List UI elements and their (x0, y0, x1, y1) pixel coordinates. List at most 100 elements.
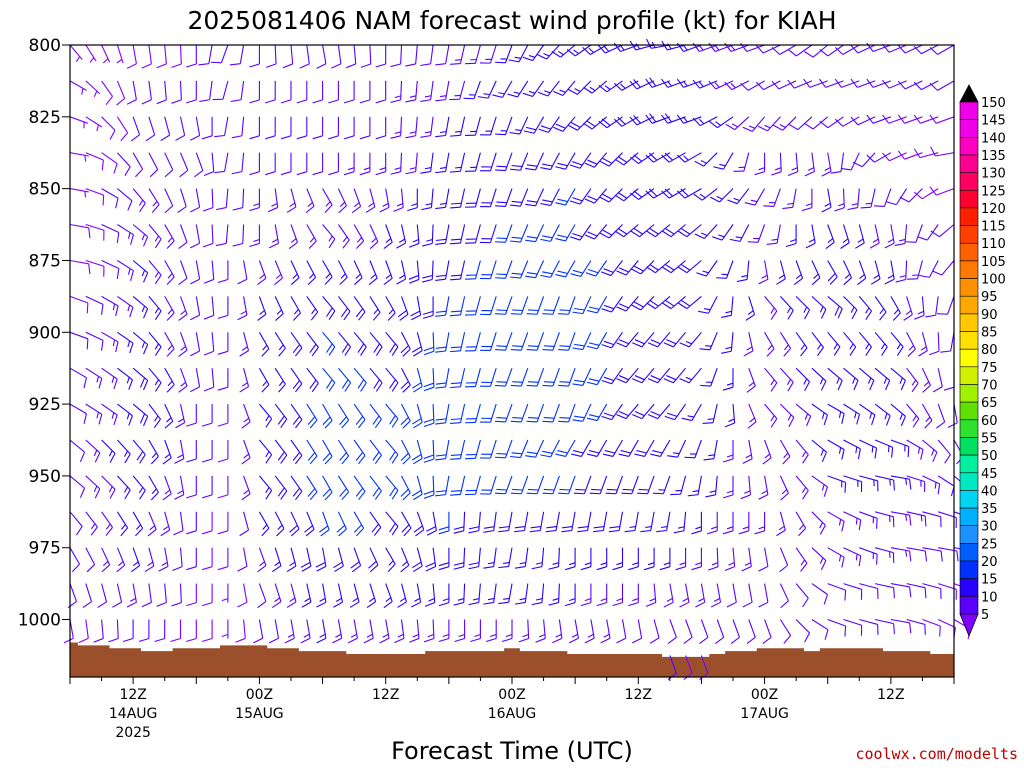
barb-full-flag (528, 381, 539, 383)
barb-full-flag (412, 489, 422, 497)
barb-shaft (653, 152, 671, 163)
wind-barb (779, 296, 794, 320)
barb-full-flag (823, 594, 828, 605)
barb-shaft (811, 331, 824, 348)
barb-shaft (922, 511, 941, 518)
barb-full-flag (821, 206, 832, 213)
wind-barb (937, 475, 955, 497)
barb-full-flag (876, 554, 878, 565)
barb-full-flag (940, 588, 942, 599)
barb-shaft (116, 547, 126, 566)
wind-barb (827, 367, 843, 391)
barb-shaft (937, 475, 955, 487)
barb-half-flag (934, 482, 937, 489)
barb-shaft (508, 511, 513, 531)
barb-shaft (225, 224, 229, 244)
wind-barb (586, 296, 608, 314)
wind-barb (194, 152, 204, 178)
barb-half-flag (111, 376, 115, 384)
barb-full-flag (166, 348, 175, 357)
barb-shaft (680, 475, 687, 495)
barb-full-flag (241, 421, 251, 429)
barb-full-flag (339, 276, 348, 286)
barb-full-flag (402, 348, 411, 357)
barb-full-flag (438, 562, 450, 567)
barb-full-flag (171, 99, 182, 104)
wind-barb (722, 511, 734, 535)
wind-barb (850, 78, 876, 88)
barb-half-flag (138, 487, 144, 494)
barb-full-flag (151, 204, 160, 213)
wind-barb (779, 547, 789, 573)
barb-full-flag (577, 529, 588, 533)
barb-half-flag (123, 486, 129, 493)
barb-half-flag (787, 414, 792, 421)
barb-full-flag (76, 526, 83, 536)
wind-barb (495, 296, 513, 315)
barb-full-flag (372, 487, 380, 497)
wind-barb (922, 618, 941, 637)
barb-full-flag (525, 203, 536, 207)
barb-shaft (69, 403, 87, 415)
barb-half-flag (167, 380, 173, 387)
barb-half-flag (735, 236, 742, 239)
wind-barb (249, 80, 260, 104)
barb-shaft (290, 44, 294, 64)
wind-barb (274, 296, 284, 321)
barb-full-flag (399, 313, 409, 321)
wind-barb (116, 547, 126, 573)
barb-full-flag (892, 312, 901, 321)
barb-full-flag (332, 637, 342, 644)
barb-full-flag (280, 490, 288, 500)
barb-shaft (712, 403, 718, 423)
wind-barb (721, 332, 734, 354)
barb-full-flag (109, 453, 116, 463)
barb-full-flag (634, 453, 645, 457)
wind-barb (929, 44, 955, 55)
barb-half-flag (747, 310, 754, 315)
barb-half-flag (500, 130, 507, 132)
wind-barb (821, 152, 832, 177)
barb-shaft (504, 403, 513, 423)
wind-barb (858, 296, 872, 320)
barb-shaft (211, 332, 215, 352)
barb-shaft (779, 152, 782, 172)
barb-shaft (290, 188, 297, 208)
barb-full-flag (203, 171, 214, 176)
barb-half-flag (221, 598, 229, 602)
barb-shaft (560, 44, 576, 58)
barb-shaft (69, 44, 83, 60)
barb-shaft (908, 188, 923, 203)
wind-barb (190, 116, 201, 141)
barb-full-flag (860, 481, 863, 493)
barb-half-flag (568, 598, 576, 602)
barb-full-flag (857, 448, 861, 460)
wind-barb (859, 439, 878, 459)
wind-barb (274, 511, 285, 537)
barb-shaft (843, 439, 861, 450)
wind-barb (239, 368, 250, 393)
barb-half-flag (457, 598, 465, 601)
barb-shaft (550, 439, 560, 458)
barb-half-flag (311, 308, 316, 315)
barb-half-flag (855, 553, 858, 561)
barb-full-flag (667, 636, 677, 645)
barb-full-flag (633, 79, 641, 88)
barb-full-flag (714, 636, 725, 645)
barb-full-flag (557, 450, 568, 454)
barb-shaft (209, 80, 213, 100)
barb-shaft (101, 188, 119, 199)
wind-barb (359, 116, 371, 140)
barb-full-flag (126, 99, 137, 105)
barb-shaft (101, 403, 118, 416)
barb-full-flag (435, 274, 447, 278)
barb-full-flag (274, 277, 283, 286)
barb-half-flag (485, 130, 492, 132)
barb-shaft (550, 260, 560, 278)
barb-half-flag (164, 453, 171, 459)
wind-barb (286, 547, 297, 573)
wind-barb (597, 44, 623, 54)
wind-barb (300, 619, 311, 644)
barb-full-flag (819, 120, 829, 129)
barb-shaft (416, 296, 422, 316)
